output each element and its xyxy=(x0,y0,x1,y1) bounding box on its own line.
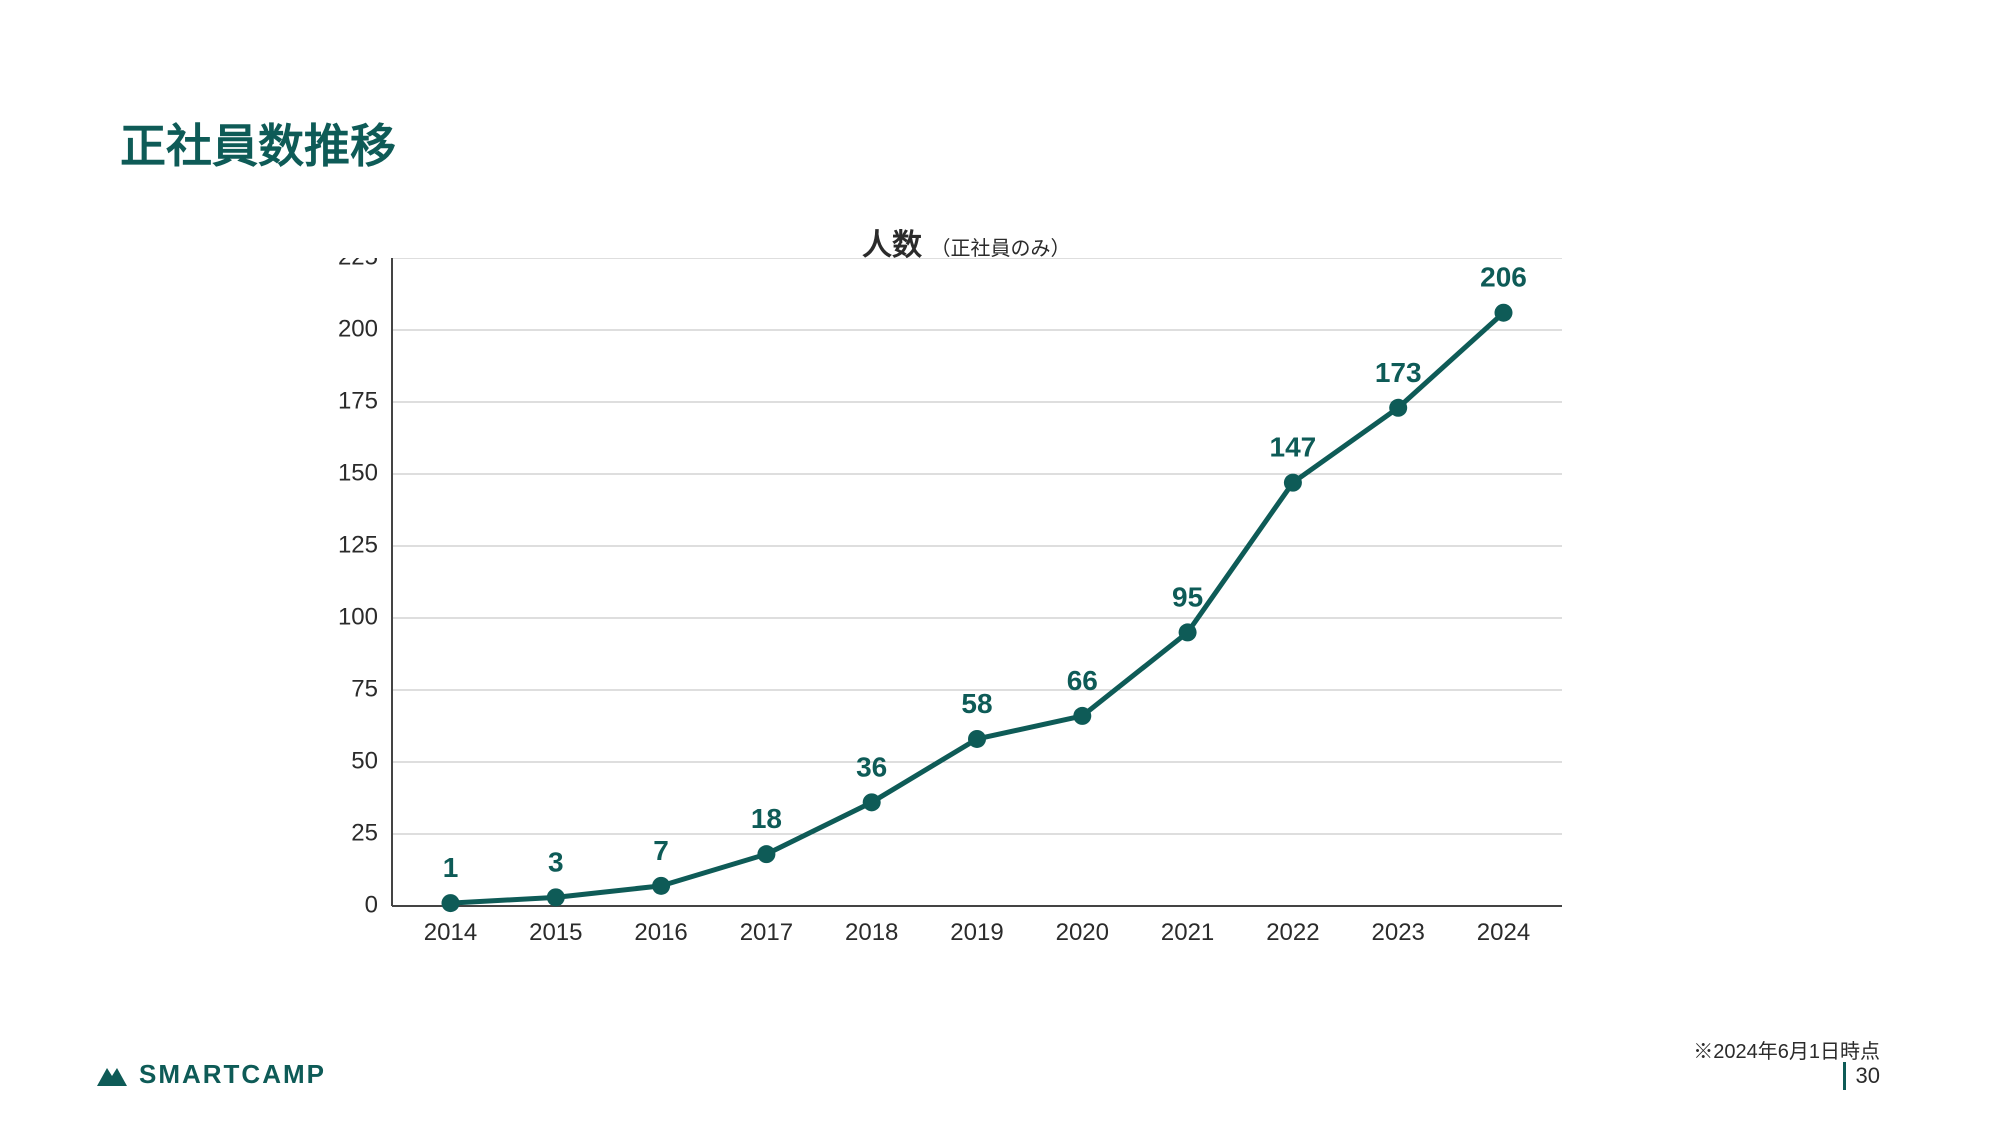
data-marker xyxy=(442,894,460,912)
data-label: 173 xyxy=(1375,357,1422,388)
x-tick-label: 2016 xyxy=(634,919,687,946)
page-number-bar xyxy=(1843,1062,1846,1090)
y-tick-label: 75 xyxy=(351,675,378,702)
brand-logo: SMARTCAMP xyxy=(95,1059,326,1090)
page-number-text: 30 xyxy=(1856,1063,1880,1089)
x-tick-label: 2018 xyxy=(845,919,898,946)
data-marker xyxy=(863,793,881,811)
data-marker xyxy=(1073,707,1091,725)
data-marker xyxy=(968,730,986,748)
brand-logo-text: SMARTCAMP xyxy=(139,1059,326,1090)
data-marker xyxy=(1284,474,1302,492)
data-label: 1 xyxy=(443,852,459,883)
data-marker xyxy=(1179,623,1197,641)
slide-root: 正社員数推移 人数 （正社員のみ） 0255075100125150175200… xyxy=(0,0,2000,1125)
y-tick-label: 225 xyxy=(338,258,378,270)
chart-title-sub: （正社員のみ） xyxy=(930,238,1070,260)
x-tick-label: 2014 xyxy=(424,919,477,946)
footnote: ※2024年6月1日時点 xyxy=(1693,1035,1880,1064)
y-tick-label: 150 xyxy=(338,459,378,486)
data-marker xyxy=(652,877,670,895)
data-marker xyxy=(757,845,775,863)
headcount-line-chart: 0 25 50 75 100 125 150 175 200 225 2014 2015 2016 201… xyxy=(310,258,1562,958)
data-label: 18 xyxy=(751,803,782,834)
x-tick-label: 2019 xyxy=(950,919,1003,946)
x-tick-label: 2022 xyxy=(1266,919,1319,946)
y-tick-label: 25 xyxy=(351,819,378,846)
data-marker xyxy=(1495,304,1513,322)
chart-svg: 0 25 50 75 100 125 150 175 200 225 2014 2015 2016 201… xyxy=(310,258,1562,958)
data-marker xyxy=(1389,399,1407,417)
x-tick-label: 2021 xyxy=(1161,919,1214,946)
page-number: 30 xyxy=(1843,1062,1880,1090)
y-tick-label: 50 xyxy=(351,747,378,774)
y-tick-label: 0 xyxy=(365,891,378,918)
data-label: 36 xyxy=(856,751,887,782)
data-label: 66 xyxy=(1067,665,1098,696)
x-tick-label: 2024 xyxy=(1477,919,1530,946)
y-tick-label: 175 xyxy=(338,387,378,414)
x-tick-label: 2023 xyxy=(1372,919,1425,946)
data-label: 95 xyxy=(1172,581,1203,612)
data-label: 3 xyxy=(548,846,564,877)
y-tick-label: 100 xyxy=(338,603,378,630)
data-label: 58 xyxy=(961,688,992,719)
brand-logo-icon xyxy=(95,1062,129,1088)
y-tick-label: 200 xyxy=(338,315,378,342)
data-marker xyxy=(547,888,565,906)
data-label: 7 xyxy=(653,835,669,866)
x-tick-label: 2015 xyxy=(529,919,582,946)
slide-title: 正社員数推移 xyxy=(120,110,396,176)
x-tick-label: 2017 xyxy=(740,919,793,946)
data-label: 147 xyxy=(1270,432,1317,463)
data-label: 206 xyxy=(1480,262,1527,293)
y-tick-label: 125 xyxy=(338,531,378,558)
x-tick-label: 2020 xyxy=(1056,919,1109,946)
